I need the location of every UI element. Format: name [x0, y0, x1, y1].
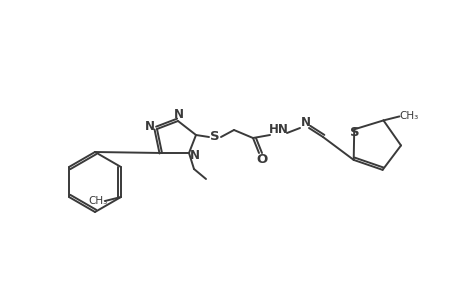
- Text: N: N: [190, 148, 200, 161]
- Text: CH₃: CH₃: [399, 111, 418, 122]
- Text: N: N: [174, 107, 184, 121]
- Text: CH₃: CH₃: [88, 196, 107, 206]
- Text: O: O: [256, 152, 267, 166]
- Text: HN: HN: [269, 122, 288, 136]
- Text: S: S: [210, 130, 219, 142]
- Text: N: N: [300, 116, 310, 128]
- Text: S: S: [350, 126, 359, 139]
- Text: N: N: [145, 119, 155, 133]
